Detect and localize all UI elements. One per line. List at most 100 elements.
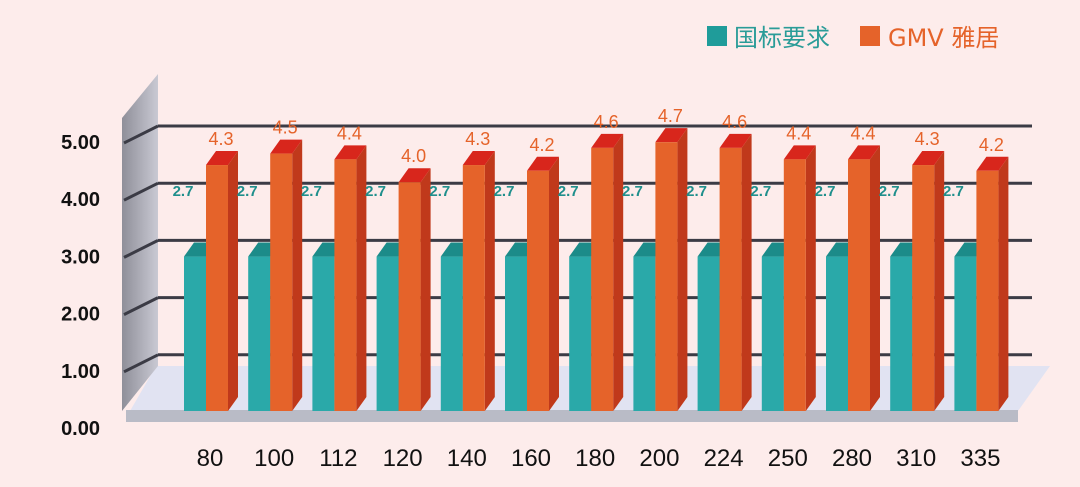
data-label-gmv: 4.2 xyxy=(979,135,1004,155)
data-label-gmv: 4.3 xyxy=(208,129,233,149)
x-tick-label: 200 xyxy=(639,445,679,472)
bar-gmv xyxy=(270,153,293,411)
x-tick-label: 180 xyxy=(575,445,615,472)
x-tick-label: 80 xyxy=(197,445,224,472)
x-tick-label: 250 xyxy=(768,445,808,472)
chart-side-wall xyxy=(122,74,158,411)
bar-top xyxy=(206,151,238,166)
data-label-gmv: 4.3 xyxy=(915,129,940,149)
bar-national-standard xyxy=(312,256,335,411)
bar-side xyxy=(677,128,688,411)
data-label-gmv: 4.0 xyxy=(401,146,426,166)
bar-top xyxy=(719,133,752,148)
bar-gmv xyxy=(206,165,228,411)
data-label-national-standard: 2.7 xyxy=(686,183,707,200)
bar-top xyxy=(334,145,367,160)
data-label-national-standard: 2.7 xyxy=(173,183,194,200)
y-tick-label: 3.00 xyxy=(61,246,100,268)
bars xyxy=(184,128,1009,412)
gridline-side xyxy=(123,181,159,202)
x-tick-label: 224 xyxy=(704,445,744,472)
bar-national-standard xyxy=(761,256,784,411)
bar-gmv xyxy=(655,142,678,411)
bar-national-standard xyxy=(569,256,592,411)
bar-top xyxy=(270,139,303,154)
bar-national-standard xyxy=(248,256,271,411)
y-axis-ticks: 0.00 1.00 2.00 3.00 4.00 5.00 xyxy=(61,132,100,440)
y-tick-label: 5.00 xyxy=(61,132,100,154)
bar-side xyxy=(998,156,1009,411)
bar-gmv xyxy=(398,182,421,411)
bar-top xyxy=(912,151,945,166)
bar-top xyxy=(527,156,559,171)
bar-national-standard xyxy=(954,256,977,411)
x-tick-label: 160 xyxy=(511,445,551,472)
data-label-gmv: 4.4 xyxy=(786,123,811,143)
bar-top xyxy=(462,151,495,166)
bar-side xyxy=(805,145,816,411)
bar-national-standard xyxy=(184,256,206,411)
bar-side xyxy=(870,145,880,411)
x-tick-label: 112 xyxy=(319,445,357,472)
x-tick-label: 280 xyxy=(832,445,872,472)
data-labels: 2.74.32.74.52.74.42.74.02.74.32.74.22.74… xyxy=(173,106,1004,200)
data-label-national-standard: 2.7 xyxy=(815,183,836,200)
x-tick-label: 120 xyxy=(383,445,423,472)
x-tick-label: 140 xyxy=(447,445,487,472)
data-label-national-standard: 2.7 xyxy=(943,183,964,200)
chart-floor-front-edge xyxy=(126,410,1018,422)
bar-side xyxy=(741,133,752,411)
data-label-gmv: 4.6 xyxy=(594,112,619,132)
data-label-gmv: 4.2 xyxy=(529,135,554,155)
data-label-national-standard: 2.7 xyxy=(750,183,771,200)
bar-side xyxy=(613,133,624,411)
gridline-side xyxy=(123,239,159,259)
bar-gmv xyxy=(976,170,999,411)
bar-national-standard xyxy=(697,256,720,411)
legend-label-gmv: GMV 雅居 xyxy=(888,24,999,52)
x-tick-label: 335 xyxy=(960,445,1000,472)
bar-national-standard xyxy=(826,256,848,411)
legend: 国标要求 GMV 雅居 xyxy=(707,24,999,52)
bar-national-standard xyxy=(633,256,656,411)
bar-gmv xyxy=(848,159,870,411)
bar-side xyxy=(420,168,431,411)
data-label-gmv: 4.5 xyxy=(273,118,298,138)
data-label-national-standard: 2.7 xyxy=(237,183,258,200)
bar-gmv xyxy=(527,170,549,411)
bar-gmv xyxy=(462,165,485,411)
bar-top xyxy=(655,128,688,143)
gridline-side xyxy=(123,296,159,316)
data-label-national-standard: 2.7 xyxy=(494,183,515,200)
legend-swatch-national-standard xyxy=(707,26,727,46)
bar-top xyxy=(398,168,431,183)
x-tick-label: 310 xyxy=(896,445,936,472)
bar-gmv xyxy=(912,165,935,411)
y-tick-label: 2.00 xyxy=(61,304,100,326)
bar-top xyxy=(848,145,880,160)
bar-side xyxy=(484,151,495,412)
data-label-national-standard: 2.7 xyxy=(879,183,900,200)
bar-top xyxy=(591,133,624,148)
gridline-side xyxy=(123,124,159,145)
data-label-gmv: 4.4 xyxy=(337,123,362,143)
bar-side xyxy=(228,151,238,412)
data-label-gmv: 4.6 xyxy=(722,112,747,132)
data-label-national-standard: 2.7 xyxy=(622,183,643,200)
data-label-national-standard: 2.7 xyxy=(429,183,450,200)
bar-gmv xyxy=(783,159,806,411)
legend-label-national-standard: 国标要求 xyxy=(734,24,830,52)
bar-side xyxy=(292,139,303,411)
bar-gmv xyxy=(719,147,742,411)
bar-side xyxy=(549,156,559,411)
bar-top xyxy=(783,145,816,160)
y-tick-label: 4.00 xyxy=(61,189,100,211)
x-tick-label: 100 xyxy=(254,445,294,472)
bar-national-standard xyxy=(376,256,399,411)
data-label-national-standard: 2.7 xyxy=(301,183,322,200)
bar-national-standard xyxy=(890,256,913,411)
bar-side xyxy=(356,145,367,411)
gridline-side xyxy=(123,353,159,374)
bar-national-standard xyxy=(505,256,527,411)
